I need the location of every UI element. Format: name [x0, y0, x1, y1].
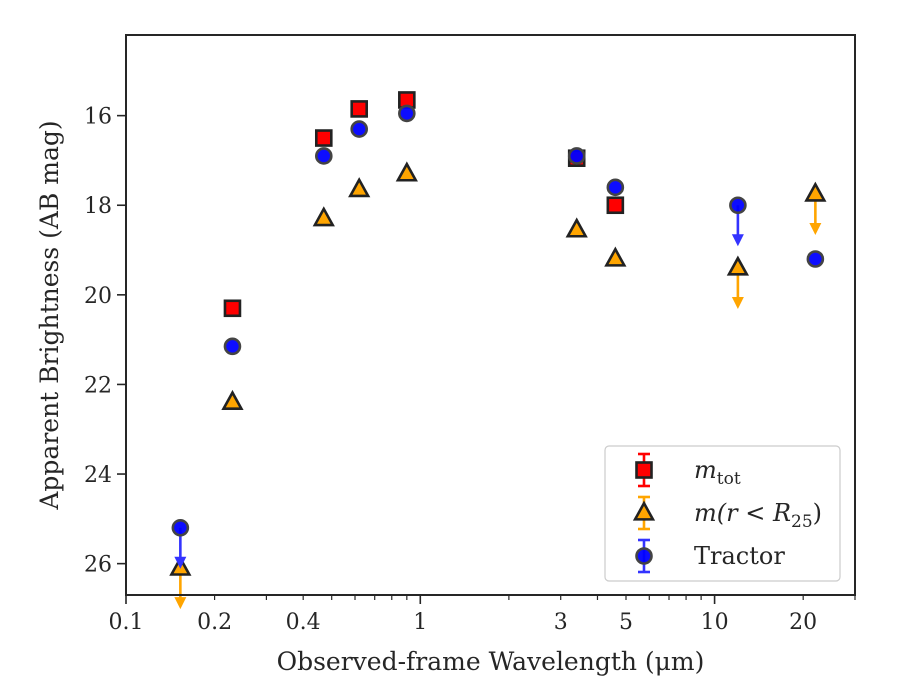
data-point-triangle: [565, 217, 588, 238]
data-point-circle: [398, 104, 416, 123]
x-tick-label: 0.4: [286, 610, 321, 635]
legend-label: Tractor: [694, 542, 785, 570]
data-point-triangle: [312, 206, 335, 227]
data-point-square: [606, 196, 625, 215]
upper-limit-arrow-head: [174, 556, 187, 569]
data-point-triangle: [726, 255, 750, 276]
y-tick-label: 26: [84, 553, 112, 578]
series-circle: [171, 104, 825, 569]
plot-frame: [125, 34, 856, 596]
y-tick-label: 16: [84, 105, 112, 130]
upper-limit-arrow-head: [731, 296, 744, 309]
data-point-triangle: [221, 389, 244, 411]
legend-marker-circle: [635, 547, 653, 565]
x-tick-label: 5: [619, 610, 633, 635]
data-point-triangle: [604, 246, 627, 267]
y-tick-label: 22: [84, 373, 112, 398]
series-triangle: [169, 161, 827, 610]
data-point-circle: [729, 196, 747, 215]
legend-label: mtot: [694, 456, 741, 489]
data-point-triangle: [804, 181, 827, 202]
data-point-square: [350, 100, 368, 118]
x-tick-label: 10: [701, 610, 729, 635]
data-point-circle: [223, 337, 242, 356]
x-tick-label: 1: [413, 610, 427, 635]
x-tick-label: 0.2: [197, 610, 232, 635]
legend-box: [604, 445, 841, 582]
legend-marker-triangle: [632, 500, 656, 521]
y-tick-label: 24: [84, 463, 112, 488]
data-point-circle: [350, 120, 368, 138]
y-tick-label: 20: [84, 284, 112, 309]
legend-label: m(r < R25): [694, 499, 822, 532]
x-axis: 0.1 0.2 0.4 1 3 5 10 20: [109, 595, 856, 635]
x-axis-label: Observed-frame Wavelength (μm): [277, 647, 705, 676]
x-tick-label: 3: [554, 610, 568, 635]
data-point-square: [223, 299, 242, 318]
data-point-circle: [606, 178, 625, 197]
x-tick-label: 20: [789, 610, 817, 635]
data-point-triangle: [395, 161, 418, 182]
data-point-square: [314, 129, 333, 147]
x-tick-label: 0.1: [109, 610, 144, 635]
y-tick-label: 18: [84, 194, 112, 219]
upper-limit-arrow-head: [174, 597, 187, 610]
series-square: [223, 91, 625, 318]
data-point-circle: [567, 147, 586, 165]
upper-limit-arrow-head: [809, 223, 822, 236]
y-axis: 16 18 20 22 24 26: [84, 105, 126, 578]
upper-limit-arrow-head: [731, 234, 744, 247]
data-point-triangle: [348, 177, 371, 198]
legend: mtot m(r < R25) Tractor: [604, 445, 841, 582]
data-point-circle: [314, 147, 333, 165]
y-axis-label: Apparent Brightness (AB mag): [35, 120, 64, 510]
data-point-circle: [171, 518, 190, 537]
legend-marker-square: [635, 461, 653, 479]
data-point-circle: [806, 250, 825, 268]
data-points: [169, 91, 827, 610]
